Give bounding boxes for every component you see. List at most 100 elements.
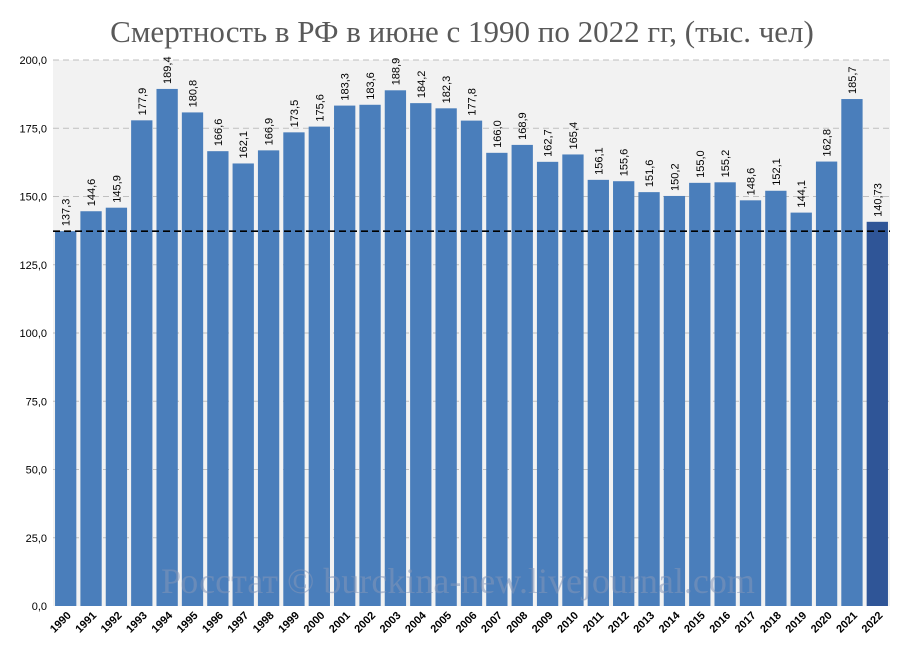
x-tick-label: 1996 xyxy=(200,610,226,636)
x-tick-label: 2019 xyxy=(784,610,810,636)
y-tick-label: 25,0 xyxy=(26,533,47,545)
bar xyxy=(435,108,457,607)
value-label: 168,9 xyxy=(517,112,529,140)
bars xyxy=(55,88,888,607)
value-label: 162,8 xyxy=(822,129,834,157)
bar xyxy=(156,88,178,607)
bar xyxy=(486,152,508,606)
bar xyxy=(308,126,330,606)
bar xyxy=(790,212,812,606)
bar xyxy=(181,112,204,606)
bar xyxy=(55,231,77,606)
bar xyxy=(207,151,229,606)
bar xyxy=(131,120,153,606)
x-tick-label: 2000 xyxy=(302,610,328,636)
x-tick-label: 2008 xyxy=(505,610,531,636)
value-label: 162,1 xyxy=(238,131,250,159)
x-tick-label: 1994 xyxy=(149,609,175,635)
x-tick-label: 2002 xyxy=(352,610,378,636)
bar xyxy=(714,182,736,606)
x-tick-label: 1991 xyxy=(73,610,99,636)
x-tick-label: 1999 xyxy=(276,610,302,636)
bar xyxy=(257,150,280,606)
bar xyxy=(663,195,686,607)
value-label: 177,8 xyxy=(467,88,479,116)
value-label: 152,1 xyxy=(771,158,783,186)
bar xyxy=(562,154,584,606)
x-tick-label: 1993 xyxy=(124,610,150,636)
x-tick-label: 2010 xyxy=(555,610,581,636)
bar xyxy=(460,120,483,606)
bar xyxy=(841,99,863,606)
value-label: 184,2 xyxy=(416,71,428,99)
value-labels: 137,3 144,6 145,9 177,9 189,4 180,8 166,6 162,1… xyxy=(61,56,885,226)
value-label: 140,73 xyxy=(872,183,884,217)
bar xyxy=(866,221,888,606)
value-label: 144,6 xyxy=(86,179,98,207)
x-tick-label: 2004 xyxy=(403,609,429,635)
y-tick-label: 150,0 xyxy=(19,192,47,204)
bar xyxy=(511,144,533,606)
x-tick-label: 2013 xyxy=(631,610,657,636)
x-tick-label: 1990 xyxy=(48,610,74,636)
y-tick-label: 175,0 xyxy=(19,123,47,135)
x-tick-label: 2015 xyxy=(682,610,708,636)
x-tick-label: 2003 xyxy=(378,610,404,636)
value-label: 183,3 xyxy=(340,73,352,101)
x-tick-label: 2020 xyxy=(809,610,835,636)
y-axis-ticks: 0,0 25,0 50,0 75,0 100,0 125,0 150,0 175,0 200,0 xyxy=(19,55,47,613)
x-tick-label: 1992 xyxy=(99,610,125,636)
bar xyxy=(689,182,711,606)
x-tick-label: 2018 xyxy=(758,610,784,636)
value-label: 180,8 xyxy=(188,80,200,108)
y-tick-label: 100,0 xyxy=(19,328,47,340)
x-tick-label: 1998 xyxy=(251,610,277,636)
bar xyxy=(587,179,609,607)
value-label: 151,6 xyxy=(644,160,656,188)
x-tick-label: 2021 xyxy=(834,610,860,636)
value-label: 145,9 xyxy=(111,175,123,203)
x-tick-label: 2016 xyxy=(707,610,733,636)
x-tick-label: 2014 xyxy=(657,609,683,635)
x-tick-label: 1997 xyxy=(226,610,252,636)
bar xyxy=(232,163,254,607)
x-tick-label: 2006 xyxy=(454,610,480,636)
bar xyxy=(359,104,381,606)
bar xyxy=(384,90,407,607)
bar xyxy=(536,161,559,607)
value-label: 165,4 xyxy=(568,122,580,150)
value-label: 156,1 xyxy=(593,147,605,175)
bar xyxy=(283,132,305,606)
bar xyxy=(638,192,660,606)
x-tick-label: 2022 xyxy=(860,610,886,636)
bar xyxy=(105,207,128,606)
x-tick-label: 2009 xyxy=(530,610,556,636)
value-label: 166,9 xyxy=(264,118,276,146)
value-label: 182,3 xyxy=(441,76,453,104)
value-label: 155,2 xyxy=(720,150,732,178)
value-label: 150,2 xyxy=(669,163,681,191)
value-label: 166,0 xyxy=(492,120,504,148)
value-label: 148,6 xyxy=(746,168,758,196)
x-tick-label: 2011 xyxy=(581,610,606,635)
value-label: 183,6 xyxy=(365,72,377,100)
bar xyxy=(80,211,102,606)
bar xyxy=(410,103,432,606)
y-tick-label: 125,0 xyxy=(19,260,47,272)
value-label: 166,6 xyxy=(213,119,225,147)
y-tick-label: 50,0 xyxy=(26,465,47,477)
bar xyxy=(613,181,635,606)
x-tick-label: 2012 xyxy=(606,610,632,636)
value-label: 177,9 xyxy=(137,88,149,116)
bar xyxy=(334,105,356,606)
value-label: 162,7 xyxy=(543,129,555,157)
value-label: 173,5 xyxy=(289,100,301,128)
bar xyxy=(765,190,787,606)
value-label: 137,3 xyxy=(61,199,73,227)
chart-title: Смертность в РФ в июне с 1990 по 2022 гг… xyxy=(110,14,814,49)
watermark: Росстат © burckina-new.livejournal.com xyxy=(161,561,755,601)
value-label: 189,4 xyxy=(162,56,174,84)
x-tick-label: 2007 xyxy=(479,610,505,636)
value-label: 175,6 xyxy=(314,94,326,122)
y-tick-label: 0,0 xyxy=(32,601,47,613)
